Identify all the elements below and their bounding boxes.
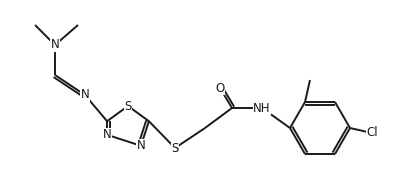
Text: O: O [215, 81, 225, 94]
Text: S: S [124, 99, 132, 112]
Text: NH: NH [253, 101, 271, 115]
Text: Cl: Cl [366, 126, 378, 139]
Text: N: N [81, 88, 89, 101]
Text: N: N [103, 128, 111, 141]
Text: S: S [171, 142, 179, 154]
Text: N: N [51, 39, 59, 51]
Text: N: N [136, 139, 145, 152]
